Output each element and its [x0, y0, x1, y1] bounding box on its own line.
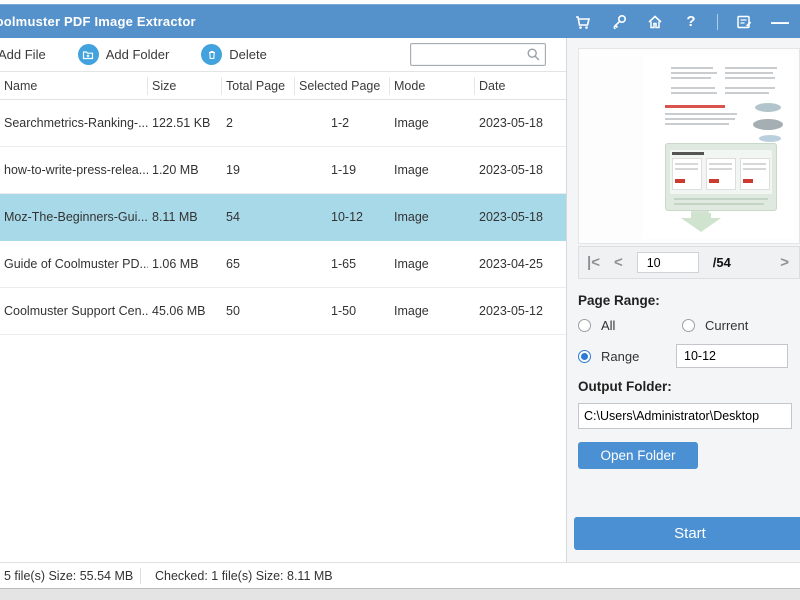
- radio-range-label[interactable]: Range: [601, 348, 640, 364]
- table-row-selected[interactable]: Moz-The-Beginners-Gui... 8.11 MB 54 10-1…: [0, 194, 566, 241]
- minimize-icon[interactable]: —: [771, 11, 789, 32]
- range-input[interactable]: [676, 344, 788, 368]
- search-input[interactable]: [410, 43, 546, 66]
- table-row[interactable]: Searchmetrics-Ranking-... 122.51 KB 2 1-…: [0, 100, 566, 147]
- radio-current-label[interactable]: Current: [705, 318, 749, 333]
- cell-mode: Image: [394, 257, 429, 271]
- statusbar-separator: [140, 567, 141, 584]
- cell-total-page: 2: [226, 116, 233, 130]
- cell-size: 45.06 MB: [152, 304, 206, 318]
- statusbar: 5 file(s) Size: 55.54 MB Checked: 1 file…: [0, 562, 800, 588]
- col-header-name[interactable]: Name: [0, 76, 148, 95]
- cell-name: Searchmetrics-Ranking-...: [4, 116, 148, 130]
- cell-mode: Image: [394, 163, 429, 177]
- cell-name: Coolmuster Support Cen...: [4, 304, 148, 318]
- cell-date: 2023-05-18: [479, 116, 543, 130]
- window-top-edge: [0, 0, 800, 5]
- titlebar: Coolmuster PDF Image Extractor ? —: [0, 5, 800, 38]
- cell-selected-page: 10-12: [331, 210, 363, 224]
- cell-total-page: 65: [226, 257, 240, 271]
- col-header-selected-page[interactable]: Selected Page: [295, 76, 390, 95]
- pdf-page-thumbnail: [643, 55, 795, 239]
- add-folder-icon: [77, 44, 99, 65]
- checked-summary: Checked: 1 file(s) Size: 8.11 MB: [155, 568, 333, 583]
- main-area: Add File Add Folder Delete: [0, 38, 800, 562]
- next-page-button[interactable]: >: [780, 254, 789, 271]
- home-icon[interactable]: [645, 12, 665, 32]
- cell-mode: Image: [394, 116, 429, 130]
- cell-date: 2023-05-12: [479, 304, 543, 318]
- table-header: Name Size Total Page Selected Page Mode …: [0, 72, 566, 100]
- monitor-illustration: [665, 143, 777, 211]
- cell-size: 122.51 KB: [152, 116, 211, 130]
- cell-total-page: 19: [226, 163, 240, 177]
- cell-name: Moz-The-Beginners-Gui...: [4, 210, 148, 224]
- page-range-label: Page Range:: [578, 293, 660, 308]
- cell-selected-page: 1-19: [331, 163, 357, 177]
- options-pane: |< < /54 > Page Range: All Current: [567, 38, 800, 562]
- cell-name: Guide of Coolmuster PD...: [4, 257, 148, 271]
- open-folder-button[interactable]: Open Folder: [578, 442, 698, 469]
- cell-selected-page: 1-65: [331, 257, 357, 271]
- add-folder-label: Add Folder: [105, 47, 170, 62]
- output-folder-input[interactable]: [578, 403, 792, 429]
- cart-icon[interactable]: [573, 12, 593, 32]
- radio-all[interactable]: [578, 319, 591, 332]
- delete-button[interactable]: Delete: [201, 44, 267, 65]
- col-header-size[interactable]: Size: [148, 76, 222, 95]
- cell-date: 2023-05-18: [479, 210, 543, 224]
- window-bottom-edge: [0, 588, 800, 600]
- app-title: Coolmuster PDF Image Extractor: [0, 14, 196, 29]
- cell-size: 8.11 MB: [152, 210, 198, 224]
- search-box: [410, 43, 546, 66]
- cell-mode: Image: [394, 210, 429, 224]
- cell-total-page: 50: [226, 304, 240, 318]
- page-total-label: /54: [712, 255, 731, 270]
- radio-range[interactable]: [578, 349, 591, 363]
- files-summary: 5 file(s) Size: 55.54 MB: [4, 568, 134, 583]
- cell-name: how-to-write-press-relea...: [4, 163, 148, 177]
- titlebar-actions: ? —: [573, 12, 800, 32]
- key-icon[interactable]: [609, 12, 629, 32]
- table-row[interactable]: Guide of Coolmuster PD... 1.06 MB 65 1-6…: [0, 241, 566, 288]
- col-header-mode[interactable]: Mode: [390, 76, 475, 95]
- file-list-pane: Add File Add Folder Delete: [0, 38, 566, 562]
- search-icon: [526, 47, 541, 67]
- cell-size: 1.20 MB: [152, 163, 199, 177]
- first-page-button[interactable]: |<: [587, 254, 600, 271]
- radio-current[interactable]: [682, 319, 695, 332]
- feedback-icon[interactable]: [734, 12, 754, 32]
- page-number-input[interactable]: [636, 252, 699, 273]
- col-header-total-page[interactable]: Total Page: [222, 76, 295, 95]
- table-row[interactable]: Coolmuster Support Cen... 45.06 MB 50 1-…: [0, 288, 566, 335]
- cell-total-page: 54: [226, 210, 240, 224]
- help-icon[interactable]: ?: [686, 13, 696, 30]
- page-range-options: All Current Range: [578, 318, 800, 368]
- cell-mode: Image: [394, 304, 429, 318]
- delete-label: Delete: [229, 47, 267, 62]
- page-navigation: |< < /54 >: [578, 246, 800, 279]
- add-file-button[interactable]: Add File: [0, 44, 46, 65]
- table-row[interactable]: how-to-write-press-relea... 1.20 MB 19 1…: [0, 147, 566, 194]
- cell-selected-page: 1-50: [331, 304, 357, 318]
- cell-selected-page: 1-2: [331, 116, 350, 130]
- titlebar-separator: [717, 13, 718, 30]
- add-folder-button[interactable]: Add Folder: [77, 44, 170, 65]
- col-header-date[interactable]: Date: [479, 78, 506, 93]
- output-folder-label: Output Folder:: [578, 379, 672, 394]
- delete-icon: [201, 44, 223, 65]
- radio-all-label[interactable]: All: [601, 318, 616, 333]
- cell-size: 1.06 MB: [152, 257, 199, 271]
- pdf-preview: [578, 48, 800, 244]
- prev-page-button[interactable]: <: [613, 254, 623, 271]
- cell-date: 2023-04-25: [479, 257, 543, 271]
- add-file-label: Add File: [0, 47, 46, 62]
- start-button[interactable]: Start: [574, 517, 800, 550]
- cell-date: 2023-05-18: [479, 163, 543, 177]
- toolbar: Add File Add Folder Delete: [0, 38, 566, 72]
- pane-divider: [566, 38, 567, 562]
